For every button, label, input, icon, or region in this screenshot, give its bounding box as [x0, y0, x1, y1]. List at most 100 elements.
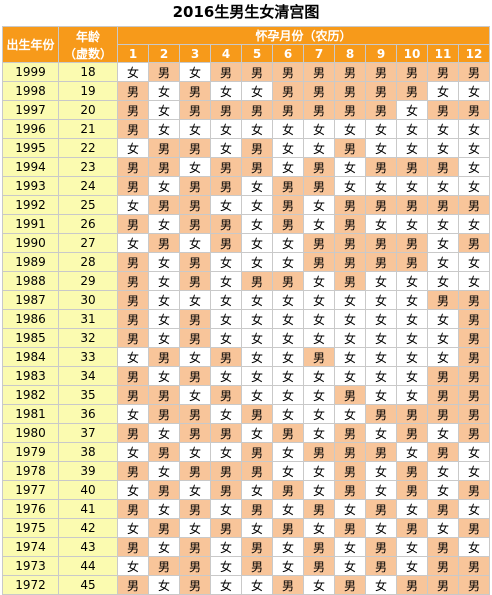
- boy-cell: 男: [396, 461, 428, 481]
- girl-cell: 女: [427, 309, 459, 329]
- girl-cell: 女: [365, 271, 397, 291]
- girl-cell: 女: [303, 366, 335, 386]
- girl-cell: 女: [365, 328, 397, 348]
- boy-cell: 男: [365, 233, 397, 253]
- month-header-11: 11: [427, 44, 459, 63]
- girl-cell: 女: [210, 81, 242, 101]
- girl-cell: 女: [303, 480, 335, 500]
- table-row: 1988 29 男女男女男男女男女女女女: [2, 271, 490, 291]
- girl-cell: 女: [117, 138, 149, 158]
- girl-cell: 女: [365, 366, 397, 386]
- boy-cell: 男: [179, 271, 211, 291]
- birth-year-cell: 1988: [2, 271, 59, 291]
- boy-cell: 男: [179, 176, 211, 196]
- birth-year-cell: 1979: [2, 442, 59, 462]
- boy-cell: 男: [334, 138, 366, 158]
- age-cell: 31: [58, 309, 118, 329]
- girl-cell: 女: [241, 214, 273, 234]
- boy-cell: 男: [272, 195, 304, 215]
- boy-cell: 男: [272, 214, 304, 234]
- boy-cell: 男: [210, 385, 242, 405]
- girl-cell: 女: [427, 328, 459, 348]
- boy-cell: 男: [148, 233, 180, 253]
- table-row: 1981 36 女男男女男女女女男男男男: [2, 404, 490, 424]
- girl-cell: 女: [427, 138, 459, 158]
- table-row: 1984 33 女男女男女女男女女女女男: [2, 347, 490, 367]
- girl-cell: 女: [117, 556, 149, 576]
- girl-cell: 女: [303, 309, 335, 329]
- birth-year-cell: 1993: [2, 176, 59, 196]
- month-header-10: 10: [396, 44, 428, 63]
- boy-cell: 男: [458, 423, 490, 443]
- age-cell: 24: [58, 176, 118, 196]
- girl-cell: 女: [272, 404, 304, 424]
- girl-cell: 女: [396, 537, 428, 557]
- girl-cell: 女: [241, 119, 273, 139]
- girl-cell: 女: [179, 157, 211, 177]
- boy-cell: 男: [427, 157, 459, 177]
- boy-cell: 男: [396, 195, 428, 215]
- girl-cell: 女: [241, 423, 273, 443]
- table-row: 1986 31 男女男女女女女女女女女男: [2, 309, 490, 329]
- boy-cell: 男: [334, 195, 366, 215]
- boy-cell: 男: [117, 328, 149, 348]
- girl-cell: 女: [396, 328, 428, 348]
- girl-cell: 女: [365, 385, 397, 405]
- girl-cell: 女: [303, 214, 335, 234]
- boy-cell: 男: [365, 556, 397, 576]
- age-cell: 39: [58, 461, 118, 481]
- girl-cell: 女: [272, 309, 304, 329]
- boy-cell: 男: [241, 100, 273, 120]
- girl-cell: 女: [458, 214, 490, 234]
- girl-cell: 女: [148, 366, 180, 386]
- birth-year-cell: 1975: [2, 518, 59, 538]
- boy-cell: 男: [241, 499, 273, 519]
- girl-cell: 女: [458, 119, 490, 139]
- girl-cell: 女: [396, 499, 428, 519]
- boy-cell: 男: [241, 62, 273, 82]
- age-header-line1: 年龄: [75, 29, 100, 44]
- birth-year-cell: 1987: [2, 290, 59, 310]
- table-row: 1979 38 女男女女男女男男男女男女: [2, 442, 490, 462]
- boy-cell: 男: [210, 157, 242, 177]
- month-header-4: 4: [210, 44, 242, 63]
- girl-cell: 女: [179, 385, 211, 405]
- boy-cell: 男: [334, 442, 366, 462]
- girl-cell: 女: [148, 271, 180, 291]
- month-header-9: 9: [365, 44, 397, 63]
- boy-cell: 男: [241, 461, 273, 481]
- girl-cell: 女: [179, 518, 211, 538]
- girl-cell: 女: [365, 480, 397, 500]
- birth-year-cell: 1976: [2, 499, 59, 519]
- boy-cell: 男: [334, 423, 366, 443]
- girl-cell: 女: [148, 214, 180, 234]
- boy-cell: 男: [334, 518, 366, 538]
- birth-year-cell: 1981: [2, 404, 59, 424]
- girl-cell: 女: [272, 499, 304, 519]
- boy-cell: 男: [117, 461, 149, 481]
- girl-cell: 女: [148, 100, 180, 120]
- girl-cell: 女: [272, 556, 304, 576]
- boy-cell: 男: [117, 119, 149, 139]
- birth-year-cell: 1994: [2, 157, 59, 177]
- boy-cell: 男: [179, 499, 211, 519]
- boy-cell: 男: [303, 537, 335, 557]
- girl-cell: 女: [396, 214, 428, 234]
- girl-cell: 女: [210, 404, 242, 424]
- age-cell: 35: [58, 385, 118, 405]
- birth-year-cell: 1999: [2, 62, 59, 82]
- boy-cell: 男: [303, 176, 335, 196]
- girl-cell: 女: [427, 119, 459, 139]
- boy-cell: 男: [303, 442, 335, 462]
- girl-cell: 女: [303, 271, 335, 291]
- boy-cell: 男: [241, 442, 273, 462]
- table-row: 1990 27 女男女男女女男男男男女男: [2, 233, 490, 253]
- girl-cell: 女: [179, 233, 211, 253]
- boy-cell: 男: [365, 499, 397, 519]
- girl-cell: 女: [427, 81, 459, 101]
- girl-cell: 女: [396, 442, 428, 462]
- girl-cell: 女: [303, 195, 335, 215]
- girl-cell: 女: [179, 442, 211, 462]
- boy-cell: 男: [365, 252, 397, 272]
- birth-year-cell: 1972: [2, 575, 59, 595]
